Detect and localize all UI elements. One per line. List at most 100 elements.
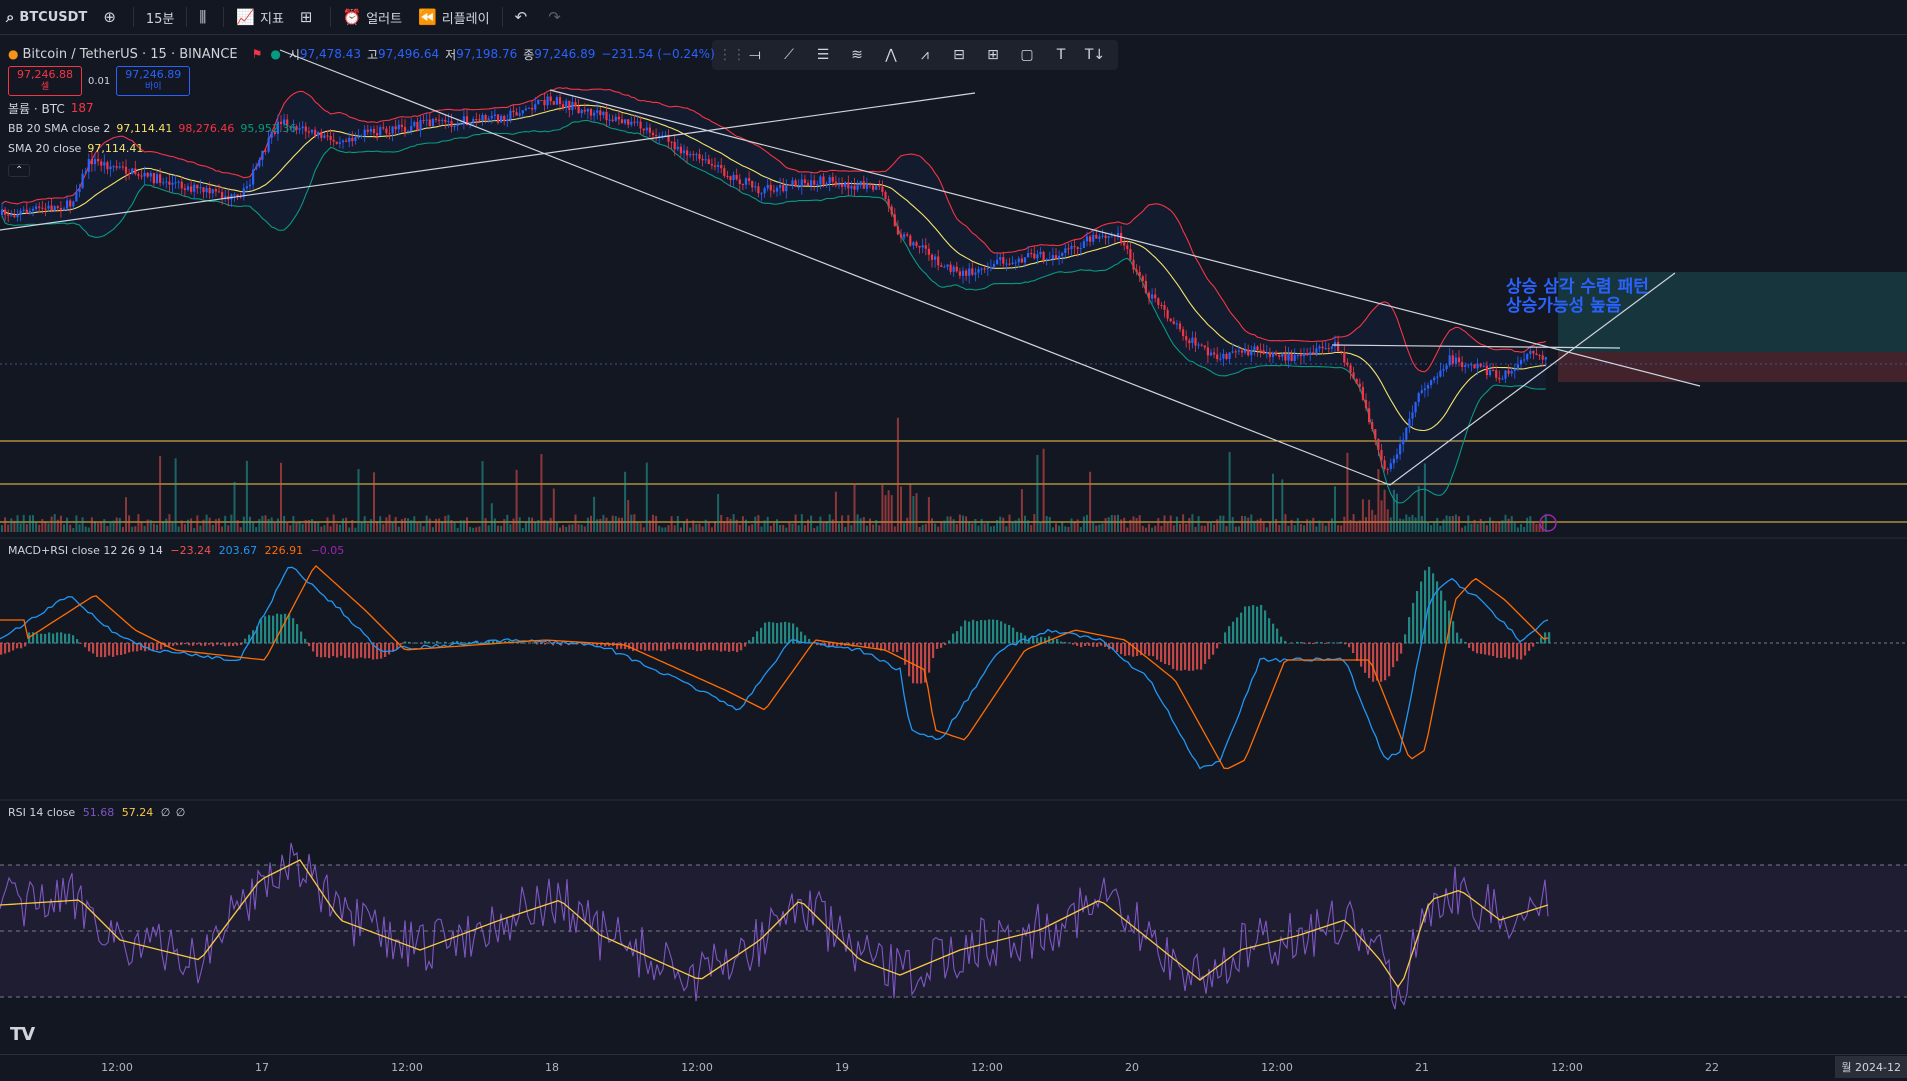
candle-body <box>1132 259 1135 270</box>
collapse-legend-button[interactable]: ⌃ <box>8 163 31 177</box>
short-position-icon[interactable]: ⊞ <box>987 47 999 63</box>
candle-body <box>751 180 754 188</box>
bb-legend[interactable]: BB 20 SMA close 2 97,114.41 98,276.46 95… <box>8 118 715 138</box>
indicators-button[interactable]: 📈 지표 <box>228 0 292 34</box>
volume-bar <box>1358 520 1361 532</box>
macd-hist-bar <box>1524 643 1527 656</box>
candle-body <box>329 135 332 140</box>
volume-bar <box>1321 523 1324 532</box>
macd-hist-bar <box>640 643 643 650</box>
candle-body <box>986 268 989 270</box>
long-position-icon[interactable]: ⊟ <box>953 47 965 63</box>
macd-hist-bar <box>1028 638 1031 644</box>
sma-legend[interactable]: SMA 20 close 97,114.41 <box>8 138 715 158</box>
macd-hist-bar <box>792 623 795 644</box>
macd-hist-bar <box>336 643 339 658</box>
macd-hist-bar <box>304 638 307 644</box>
candle-body <box>301 126 304 129</box>
symbol-title[interactable]: Bitcoin / TetherUS · 15 · BINANCE <box>22 46 238 62</box>
abcd-pattern-icon[interactable]: ⩘ <box>921 47 929 63</box>
pattern-icon[interactable]: ⋀ <box>885 47 897 63</box>
volume-bar <box>1377 469 1380 532</box>
candle-body <box>363 129 366 136</box>
triangle-support-line[interactable] <box>1389 272 1676 486</box>
candle-body <box>1343 352 1346 363</box>
rectangle-icon[interactable]: ▢ <box>1020 47 1034 63</box>
candle-body <box>729 176 732 181</box>
text-icon[interactable]: T <box>1056 47 1066 63</box>
macd-hist-bar <box>124 643 127 654</box>
candle-body <box>924 245 927 249</box>
symbol-search-button[interactable]: ⌕ BTCUSDT <box>0 0 95 34</box>
candle-body <box>444 119 447 122</box>
candle-body <box>205 187 208 193</box>
tradingview-logo-icon[interactable]: TV <box>10 1024 35 1045</box>
flag-icon[interactable]: ⚑ <box>251 47 263 61</box>
interval-button[interactable]: 15분 <box>138 0 183 34</box>
volume-bar <box>456 527 459 532</box>
macd-legend[interactable]: MACD+RSI close 12 26 9 14 −23.24 203.67 … <box>8 544 344 557</box>
volume-bar <box>363 516 366 532</box>
chart-canvas[interactable] <box>0 0 1907 1054</box>
volume-bar <box>1420 515 1423 532</box>
candle-body <box>989 266 992 269</box>
macd-hist-bar <box>300 631 303 644</box>
drag-handle-icon[interactable]: ⋮⋮ <box>718 47 746 63</box>
volume-legend[interactable]: 볼륨 · BTC 187 <box>8 98 715 118</box>
macd-hist-bar <box>220 643 223 645</box>
candle-body <box>261 150 264 160</box>
macd-hist-bar <box>1176 643 1179 671</box>
volume-bar <box>772 523 775 532</box>
redo-button[interactable]: ↷ <box>540 0 574 34</box>
volume-bar <box>701 526 704 532</box>
macd-hist-bar <box>920 643 923 684</box>
volume-bar <box>112 520 115 532</box>
text-options-icon[interactable]: T↓ <box>1084 47 1106 63</box>
pattern-annotation[interactable]: 상승 삼각 수렴 패턴 상승가능성 높음 <box>1506 278 1649 316</box>
candle-body <box>1089 236 1092 242</box>
trendline-channel-lower[interactable] <box>279 49 1391 486</box>
macd-hist-bar <box>996 619 999 644</box>
volume-bar <box>314 522 317 532</box>
macd-hist-bar <box>760 627 763 644</box>
replay-button[interactable]: ⏪ 리플레이 <box>410 0 498 34</box>
rsi-legend[interactable]: RSI 14 close 51.68 57.24 ∅ ∅ <box>8 806 185 819</box>
chart-type-button[interactable]: ⫼ <box>191 0 219 34</box>
target-zone-box[interactable] <box>1558 272 1907 352</box>
trendline-channel-upper[interactable] <box>549 89 1701 387</box>
macd-hist-bar <box>1312 643 1315 645</box>
macd-hist-bar <box>1404 634 1407 644</box>
parallel-channel-icon[interactable]: ☰ <box>816 47 830 63</box>
candle-body <box>1036 254 1039 259</box>
buy-button[interactable]: 97,246.89 바이 <box>116 66 191 96</box>
fib-icon[interactable]: ≋ <box>851 47 863 63</box>
stop-zone-box[interactable] <box>1558 352 1907 382</box>
alert-button[interactable]: ⏰ 얼러트 <box>335 0 411 34</box>
trendline-rising[interactable] <box>0 92 976 231</box>
sell-button[interactable]: 97,246.88 셀 <box>8 66 82 96</box>
trendline-icon[interactable]: ⟋ <box>784 47 794 63</box>
low-label: 저 <box>445 47 457 62</box>
candle-body <box>103 162 106 166</box>
lightning-icon[interactable] <box>1539 514 1557 532</box>
horizontal-ray-icon[interactable]: ⟞ <box>749 47 761 63</box>
volume-bar <box>224 515 227 532</box>
candle-body <box>1504 370 1507 379</box>
macd-hist-bar <box>1500 643 1503 658</box>
macd-hist-bar <box>884 643 887 650</box>
undo-button[interactable]: ↶ <box>507 0 541 34</box>
time-axis[interactable]: 12:00 17 12:00 18 12:00 19 12:00 20 12:00 21 12:00… <box>0 1054 1907 1081</box>
candle-body <box>87 159 90 172</box>
compare-button[interactable]: ⊕ <box>95 0 129 34</box>
volume-bar <box>202 519 205 532</box>
triangle-resistance-line[interactable] <box>1331 344 1621 349</box>
volume-bar <box>329 526 332 532</box>
macd-hist-bar <box>448 642 451 644</box>
volume-bar <box>1005 526 1008 532</box>
volume-bar <box>435 518 437 532</box>
candle-body <box>695 154 698 156</box>
volume-bar <box>1541 520 1544 532</box>
volume-bar <box>28 515 31 532</box>
candle-body <box>661 135 664 137</box>
layouts-button[interactable]: ⊞ <box>292 0 326 34</box>
